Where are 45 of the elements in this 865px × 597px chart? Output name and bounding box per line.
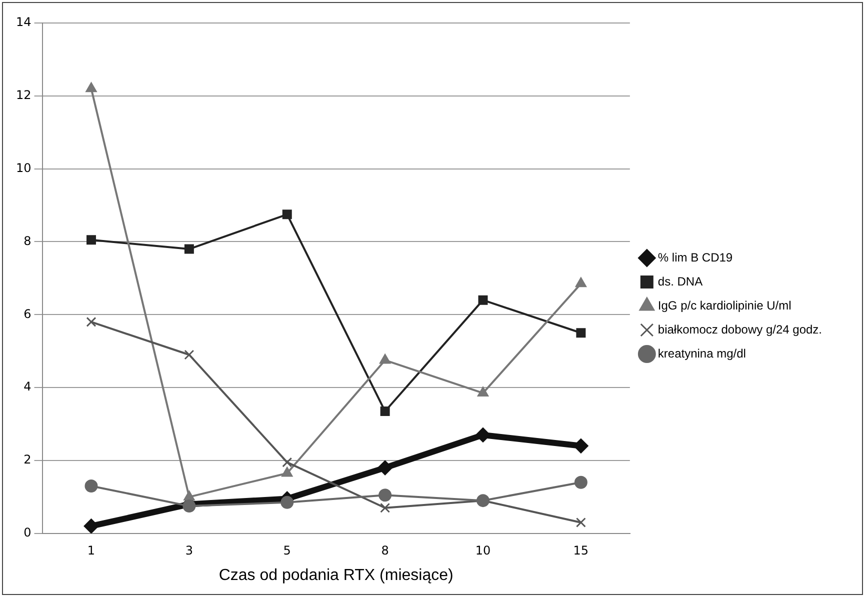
point [282, 210, 292, 220]
point [576, 517, 586, 528]
point [281, 466, 293, 477]
point [280, 496, 294, 509]
point [84, 480, 98, 493]
point [86, 82, 97, 92]
y-tick-label: 0 [24, 526, 32, 540]
x-tick-label: 3 [185, 544, 193, 558]
x-axis-title: Czas od podania RTX (miesiące) [218, 566, 454, 584]
point [86, 235, 96, 245]
point [379, 354, 391, 364]
point [184, 350, 194, 360]
point [478, 295, 488, 305]
point [378, 488, 392, 502]
point [477, 386, 489, 397]
point [86, 316, 96, 327]
x-tick-label: 1 [87, 544, 96, 558]
point [380, 502, 390, 513]
point [574, 476, 588, 489]
x-tick-label: 15 [573, 544, 589, 558]
x-tick-label: 10 [475, 544, 491, 558]
point [378, 460, 393, 476]
legend-label: kreatynina mg/dl [658, 346, 746, 360]
x-tick-label: 5 [283, 544, 291, 558]
x-tick-label: 8 [381, 544, 389, 558]
point [184, 244, 194, 254]
point [84, 518, 99, 534]
y-tick-label: 6 [24, 306, 32, 321]
y-tick-label: 2 [24, 452, 32, 467]
y-tick-label: 4 [24, 380, 32, 394]
point [573, 438, 588, 454]
point [282, 457, 292, 468]
legend-label: białkomocz dobowy g/24 godz. [658, 322, 822, 336]
point [182, 500, 196, 513]
y-tick-label: 14 [16, 15, 32, 30]
y-tick-label: 10 [16, 160, 32, 175]
point [575, 277, 587, 288]
legend-label: ds. DNA [658, 274, 703, 288]
y-tick-label: 8 [24, 234, 32, 248]
legend-label: IgG p/c kardiolipinie U/ml [658, 298, 792, 312]
point [380, 406, 390, 416]
legend-label: % lim B CD19 [658, 250, 733, 264]
point [475, 427, 490, 442]
y-tick-label: 12 [16, 88, 32, 102]
point [576, 328, 586, 338]
